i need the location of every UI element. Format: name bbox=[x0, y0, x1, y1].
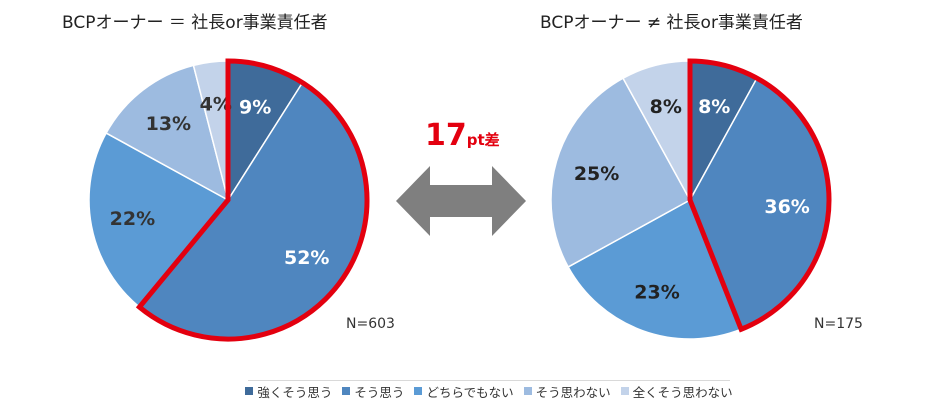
right-chart-title: BCPオーナー ≠ 社長or事業責任者 bbox=[540, 13, 803, 33]
left-slice-label-3: 22% bbox=[110, 208, 155, 230]
right-slice-label-5: 8% bbox=[650, 96, 682, 118]
legend-swatch bbox=[620, 387, 629, 395]
left-pie-slice-3 bbox=[88, 132, 230, 309]
legend-label: そう思わない bbox=[535, 384, 611, 400]
left-sample-size: N=603 bbox=[346, 316, 395, 332]
right-slice-label-1: 8% bbox=[698, 96, 730, 118]
right-highlight-outline bbox=[687, 58, 832, 333]
right-slice-label-3: 23% bbox=[634, 282, 679, 304]
legend-label: そう思う bbox=[354, 384, 405, 400]
legend-swatch bbox=[523, 387, 532, 395]
legend-item: どちらでもない bbox=[414, 382, 514, 401]
difference-number: 17 bbox=[425, 118, 467, 153]
double-arrow-icon bbox=[396, 166, 526, 236]
right-sample-size: N=175 bbox=[814, 316, 863, 332]
difference-label: 17pt差 bbox=[425, 118, 500, 153]
left-pie-slice-4 bbox=[105, 64, 230, 202]
legend-swatch bbox=[414, 387, 423, 395]
legend-swatch bbox=[342, 387, 351, 395]
left-slice-label-1: 9% bbox=[239, 97, 271, 119]
legend-item: 強くそう思う bbox=[245, 382, 332, 401]
legend-label: 強くそう思う bbox=[257, 384, 333, 400]
right-pie-slice-4 bbox=[550, 77, 692, 268]
left-slice-label-5: 4% bbox=[200, 93, 232, 115]
legend-label: 全くそう思わない bbox=[632, 384, 733, 400]
legend: 強くそう思う そう思う どちらでもない そう思わない 全くそう思わない bbox=[245, 380, 733, 401]
legend-item: そう思う bbox=[342, 382, 404, 401]
legend-swatch bbox=[245, 387, 254, 395]
legend-item: 全くそう思わない bbox=[620, 382, 733, 401]
right-slice-label-4: 25% bbox=[574, 163, 619, 185]
legend-item: そう思わない bbox=[523, 382, 611, 401]
right-pie-slice-3 bbox=[567, 198, 743, 340]
left-slice-label-2: 52% bbox=[284, 247, 329, 269]
legend-label: どちらでもない bbox=[426, 384, 514, 400]
right-slice-label-2: 36% bbox=[764, 196, 809, 218]
left-highlight-outline bbox=[135, 58, 370, 342]
difference-unit: pt差 bbox=[466, 131, 500, 149]
left-slice-label-4: 13% bbox=[146, 113, 191, 135]
left-chart-title: BCPオーナー ＝ 社長or事業責任者 bbox=[62, 13, 328, 33]
